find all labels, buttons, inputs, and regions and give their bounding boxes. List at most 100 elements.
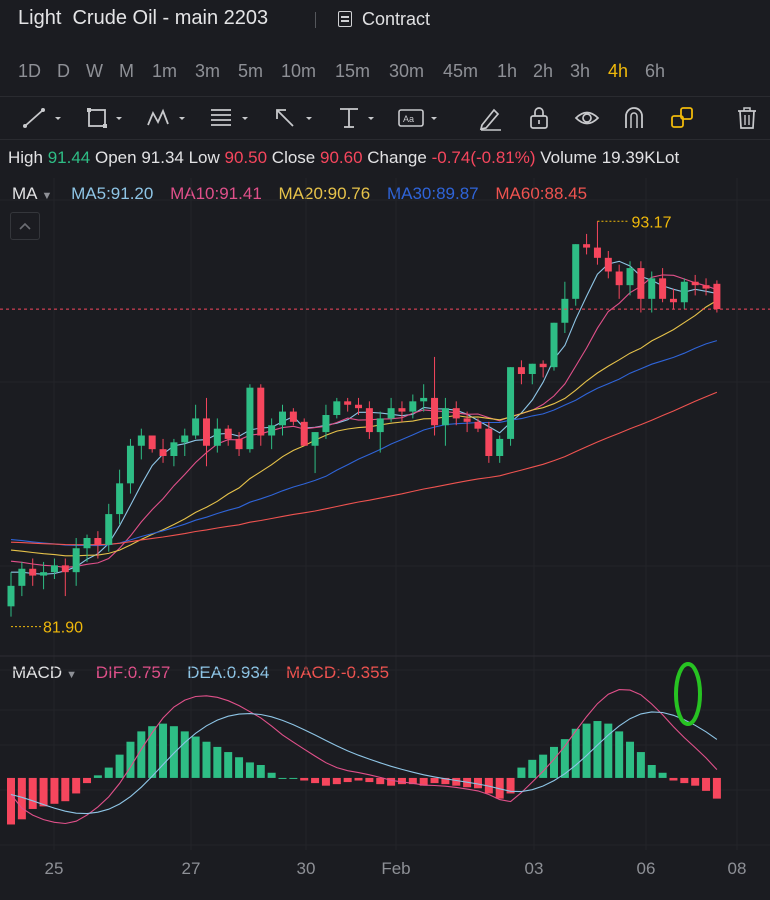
macd-histogram-bar — [669, 777, 678, 781]
timeframe-1m[interactable]: 1m — [152, 61, 178, 81]
macd-histogram-bar — [593, 721, 602, 778]
candle-body — [680, 281, 688, 303]
measure-tool-icon[interactable] — [337, 105, 381, 131]
svg-text:Aa: Aa — [403, 114, 414, 124]
collapse-legend-button[interactable] — [10, 212, 40, 240]
timeframe-1D[interactable]: 1D — [18, 61, 42, 81]
magnet-icon[interactable] — [622, 105, 648, 131]
candle-body — [474, 421, 482, 429]
pattern-tool-icon[interactable] — [146, 105, 190, 131]
timeframe-30m[interactable]: 30m — [389, 61, 425, 81]
candle-body — [94, 538, 102, 545]
macd-legend[interactable]: MACD ▼ DIF:0.757 DEA:0.934 MACD:-0.355 — [12, 663, 401, 683]
candle-body — [441, 408, 449, 426]
high-label: High — [8, 148, 43, 167]
arrow-tool-icon[interactable] — [273, 105, 317, 131]
candle-body — [344, 401, 352, 405]
timeframe-6h[interactable]: 6h — [645, 61, 666, 81]
header-divider — [315, 12, 316, 28]
timeframe-W[interactable]: W — [86, 61, 103, 81]
timeframe-1h[interactable]: 1h — [497, 61, 518, 81]
timeframe-2h[interactable]: 2h — [533, 61, 554, 81]
macd-dropdown-icon[interactable]: ▼ — [66, 669, 77, 681]
candle-body — [322, 415, 330, 433]
macd-histogram-bar — [17, 777, 26, 820]
macd-histogram-bar — [28, 777, 37, 809]
ma-legend[interactable]: MA ▼ MA5:91.20 MA10:91.41 MA20:90.76 MA30… — [12, 184, 599, 204]
contract-label: Contract — [362, 8, 431, 29]
ma20-line — [10, 300, 718, 557]
timeframe-5m[interactable]: 5m — [238, 61, 264, 81]
line-tool-icon[interactable] — [22, 105, 64, 131]
x-tick-label: 30 — [297, 859, 316, 878]
x-tick-label: 25 — [45, 859, 64, 878]
header-bar: Light Crude Oil - main 2203 Contract — [0, 0, 770, 42]
candle-body — [431, 397, 439, 426]
trash-icon[interactable] — [736, 105, 760, 131]
macd-histogram-bar — [72, 777, 81, 794]
timeframe-M[interactable]: M — [119, 61, 134, 81]
symbol-title[interactable]: Light Crude Oil - main 2203 — [18, 7, 269, 29]
macd-histogram-bar — [376, 777, 385, 785]
ma-label[interactable]: MA — [12, 184, 38, 203]
candle-body — [333, 401, 341, 415]
close-value: 90.60 — [320, 148, 363, 167]
candle-body — [485, 428, 493, 456]
change-value: -0.74(-0.81%) — [431, 148, 536, 167]
macd-histogram-bar — [300, 777, 309, 781]
candle-body — [583, 244, 591, 248]
macd-histogram-bar — [582, 723, 591, 778]
candle-body — [29, 568, 37, 576]
candle-body — [539, 363, 547, 368]
macd-histogram-bar — [321, 777, 330, 786]
macd-histogram-bar — [104, 767, 113, 778]
candle-body — [61, 565, 69, 573]
candle-body — [496, 438, 504, 456]
lock-icon[interactable] — [528, 105, 554, 131]
macd-histogram-bar — [39, 777, 48, 807]
candle-body — [420, 397, 428, 402]
candle-body — [257, 387, 265, 436]
macd-histogram-bar — [245, 762, 254, 778]
contract-button[interactable]: Contract — [338, 8, 430, 30]
candle-body — [713, 283, 721, 310]
macd-histogram-bar — [571, 728, 580, 778]
timeframe-10m[interactable]: 10m — [281, 61, 317, 81]
open-value: 91.34 — [141, 148, 184, 167]
timeframe-45m[interactable]: 45m — [443, 61, 479, 81]
ma-dropdown-icon[interactable]: ▼ — [41, 190, 53, 202]
candle-body — [148, 435, 156, 450]
high-value: 91.44 — [47, 148, 91, 167]
text-tool-icon[interactable]: Aa — [398, 105, 444, 131]
macd-histogram-bar — [267, 772, 276, 778]
dea-value: DEA:0.934 — [187, 663, 270, 682]
macd-histogram-bar — [615, 731, 624, 778]
macd-histogram-bar — [61, 777, 70, 802]
candle-body — [528, 363, 536, 374]
candle-body — [452, 408, 460, 419]
timeframe-3m[interactable]: 3m — [195, 61, 221, 81]
timeframe-15m[interactable]: 15m — [335, 61, 371, 81]
macd-label[interactable]: MACD — [12, 663, 63, 682]
candle-body — [702, 285, 710, 289]
candle-body — [659, 278, 667, 299]
macd-histogram-bar — [224, 752, 233, 778]
rectangle-tool-icon[interactable] — [86, 105, 128, 131]
candle-body — [648, 278, 656, 299]
macd-histogram-bar — [441, 777, 450, 785]
macd-histogram-bar — [235, 757, 244, 778]
macd-histogram-bar — [93, 775, 102, 778]
candle-body — [376, 418, 384, 433]
candle-body — [604, 257, 612, 272]
eye-icon[interactable] — [574, 105, 602, 131]
timeframe-4h[interactable]: 4h — [608, 61, 629, 81]
macd-histogram-bar — [452, 777, 461, 786]
x-axis: 25 27 30 Feb 03 06 08 — [45, 859, 747, 878]
ma60-value: MA60:88.45 — [495, 184, 588, 203]
fib-tool-icon[interactable] — [209, 105, 253, 131]
link-icon[interactable] — [670, 105, 696, 131]
timeframe-D[interactable]: D — [57, 61, 70, 81]
timeframe-3h[interactable]: 3h — [570, 61, 591, 81]
pencil-icon[interactable] — [478, 105, 504, 131]
